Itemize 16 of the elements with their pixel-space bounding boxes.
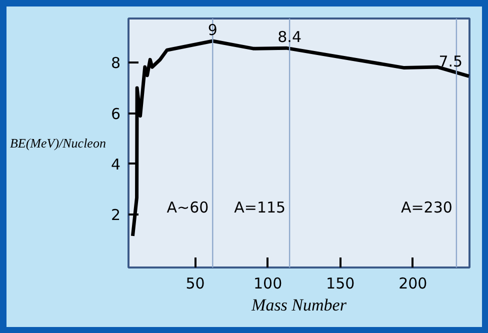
ref-line-label: A~60 [166,198,209,217]
y-tick-label: 8 [110,54,121,72]
annotation: 8.4 [278,28,302,46]
y-tick-label: 2 [110,206,121,224]
annotation: 7.5 [438,52,463,70]
y-tick-label: 4 [110,155,121,174]
y-axis-title: BE(MeV)/Nucleon [10,136,106,150]
x-tick-label: 100 [253,274,282,292]
x-axis-title: Mass Number [250,296,347,314]
x-tick-label: 200 [398,274,428,292]
annotation: 9 [208,21,218,39]
x-tick-label: 50 [186,274,205,292]
y-tick-label: 6 [110,104,121,123]
ref-line-label: A=230 [400,198,452,217]
ref-line-label: A=115 [234,198,286,217]
x-tick-label: 150 [326,274,355,292]
